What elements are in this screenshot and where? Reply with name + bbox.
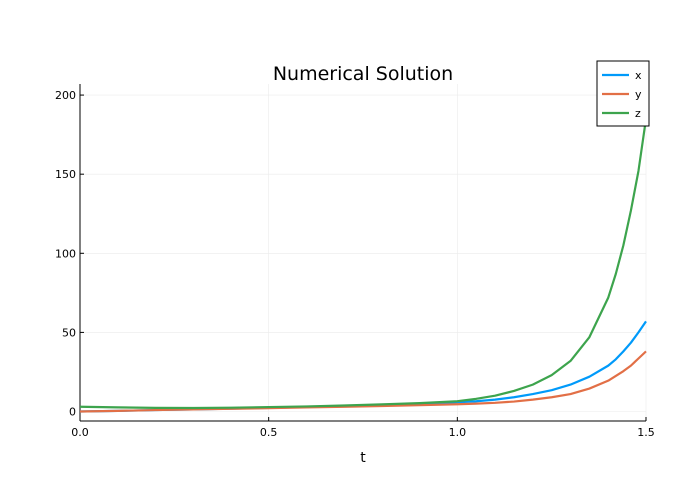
legend-label-y: y: [635, 88, 642, 101]
legend: xyz: [596, 60, 650, 127]
chart-title: Numerical Solution: [273, 63, 453, 85]
tick-labels: 0.0 0.5 1.0 1.5 0 50 100 150 200: [55, 89, 655, 439]
x-tick-label: 1.0: [449, 426, 467, 439]
series-line-y: [79, 350, 647, 413]
grid: [79, 84, 647, 421]
legend-label-x: x: [635, 69, 642, 82]
legend-label-z: z: [635, 107, 641, 120]
series-group: [79, 118, 648, 413]
x-tick-label: 1.5: [637, 426, 655, 439]
axes: [79, 84, 647, 422]
x-tick-label: 0.5: [260, 426, 278, 439]
x-axis-title: t: [360, 450, 366, 466]
y-tick-label: 150: [55, 168, 76, 181]
series-line-z: [79, 118, 648, 410]
y-tick-label: 100: [55, 247, 76, 260]
x-tick-label: 0.0: [71, 426, 89, 439]
y-tick-label: 200: [55, 89, 76, 102]
y-tick-label: 50: [62, 326, 76, 339]
y-tick-label: 0: [69, 406, 76, 419]
